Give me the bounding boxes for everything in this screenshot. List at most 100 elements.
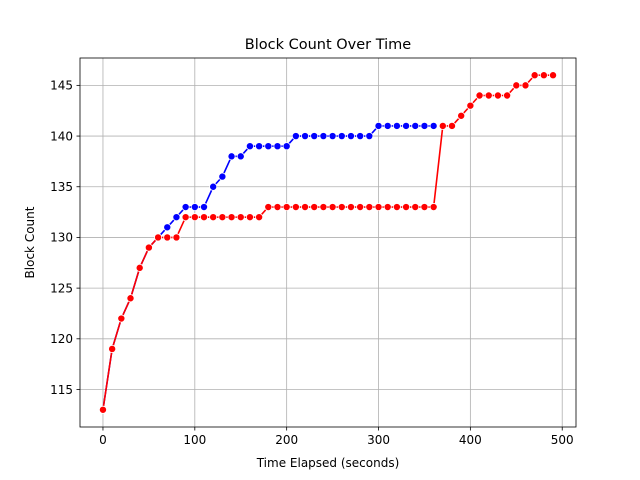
data-point [264,142,273,151]
data-point [484,91,493,100]
data-point [264,203,273,212]
data-point [319,132,328,141]
x-tick-label: 500 [551,433,574,447]
data-point [530,71,539,80]
data-point [245,213,254,222]
data-point [310,132,319,141]
data-point [98,405,107,414]
data-point [420,121,429,130]
data-point [172,233,181,242]
data-point [429,121,438,130]
data-point [181,203,190,212]
data-point [374,203,383,212]
data-point [154,233,163,242]
data-point [420,203,429,212]
data-point [328,203,337,212]
data-point [310,203,319,212]
data-point [227,152,236,161]
data-point [356,132,365,141]
data-point [117,314,126,323]
data-point [457,111,466,120]
data-point [236,152,245,161]
plot-frame [79,57,577,428]
y-axis-title: Block Count [23,206,37,278]
data-point [356,203,365,212]
y-tick-label: 120 [50,332,73,346]
data-point [392,203,401,212]
data-point [199,203,208,212]
data-point [411,203,420,212]
data-point [209,182,218,191]
data-point [392,121,401,130]
data-point [319,203,328,212]
data-point [144,243,153,252]
x-tick-label: 200 [275,433,298,447]
data-point [163,233,172,242]
data-point [365,203,374,212]
data-point [475,91,484,100]
data-point [227,213,236,222]
data-point [163,223,172,232]
data-point [549,71,558,80]
data-point [429,203,438,212]
data-point [539,71,548,80]
data-point [301,132,310,141]
chart-title: Block Count Over Time [245,37,412,53]
data-point [383,121,392,130]
data-point [291,203,300,212]
data-point [245,142,254,151]
grid-lines [80,58,576,427]
data-point [273,142,282,151]
x-tick-label: 100 [183,433,206,447]
data-point [337,203,346,212]
data-point [521,81,530,90]
y-tick-label: 130 [50,231,73,245]
data-point [218,172,227,181]
data-point [346,132,355,141]
data-point [199,213,208,222]
data-point [512,81,521,90]
x-tick-label: 300 [367,433,390,447]
data-point [466,101,475,110]
y-tick-label: 145 [50,79,73,93]
data-point [190,213,199,222]
data-point [438,121,447,130]
data-point [135,263,144,272]
data-point [493,91,502,100]
series-layer [98,71,558,414]
data-point [282,142,291,151]
data-point [383,203,392,212]
axis-ticks: 0 100 200 300 400 500 115 120 125 130 135 140 145 [50,79,574,447]
data-point [411,121,420,130]
series-2 [98,71,558,414]
data-point [328,132,337,141]
x-axis-title: Time Elapsed (seconds) [256,456,400,470]
data-point [236,213,245,222]
data-point [190,203,199,212]
data-point [301,203,310,212]
data-point [365,132,374,141]
data-point [346,203,355,212]
y-tick-label: 140 [50,129,73,143]
data-point [172,213,181,222]
data-point [374,121,383,130]
y-tick-label: 135 [50,180,73,194]
data-point [218,213,227,222]
y-tick-label: 115 [50,383,73,397]
data-point [402,203,411,212]
data-point [255,213,264,222]
data-point [291,132,300,141]
data-point [108,344,117,353]
data-point [181,213,190,222]
x-tick-label: 400 [459,433,482,447]
data-point [402,121,411,130]
data-point [126,294,135,303]
data-point [255,142,264,151]
data-point [209,213,218,222]
data-point [337,132,346,141]
data-point [447,121,456,130]
y-tick-label: 125 [50,281,73,295]
data-point [282,203,291,212]
